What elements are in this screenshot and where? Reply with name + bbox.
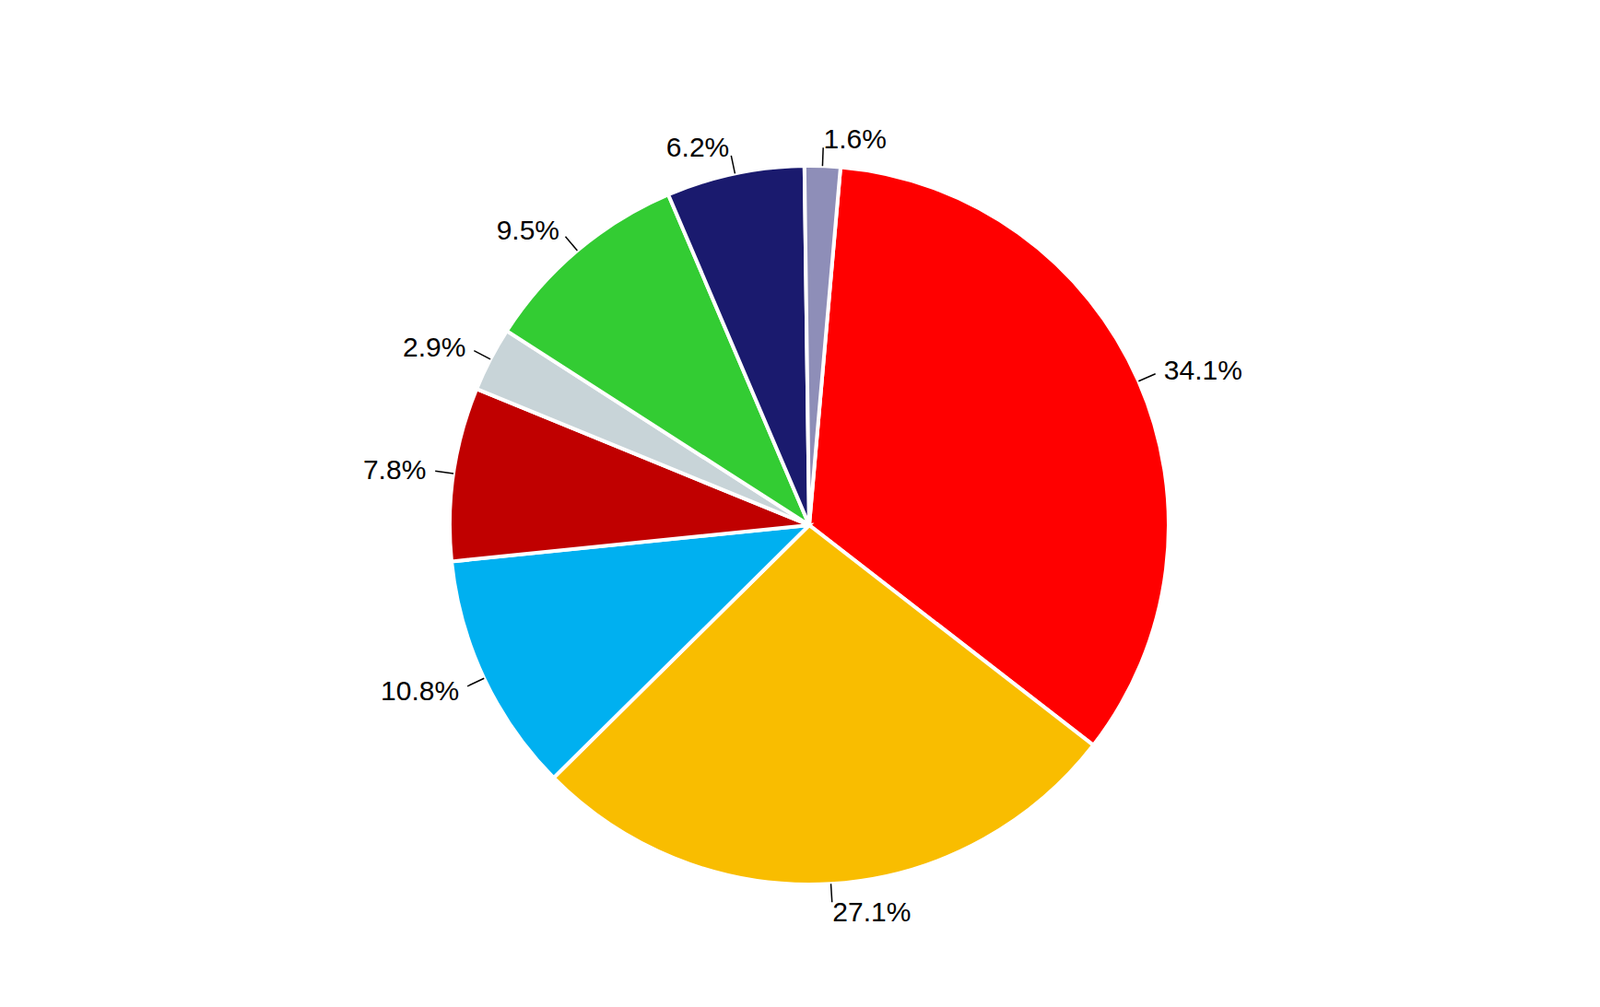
svg-text:34.1%: 34.1% — [1164, 354, 1243, 386]
svg-text:1.6%: 1.6% — [823, 123, 887, 154]
svg-text:27.1%: 27.1% — [832, 896, 911, 928]
svg-text:2.9%: 2.9% — [402, 331, 466, 363]
svg-text:7.8%: 7.8% — [363, 454, 426, 485]
svg-text:9.5%: 9.5% — [496, 214, 560, 246]
svg-text:6.2%: 6.2% — [666, 131, 730, 163]
svg-text:10.8%: 10.8% — [380, 675, 459, 706]
